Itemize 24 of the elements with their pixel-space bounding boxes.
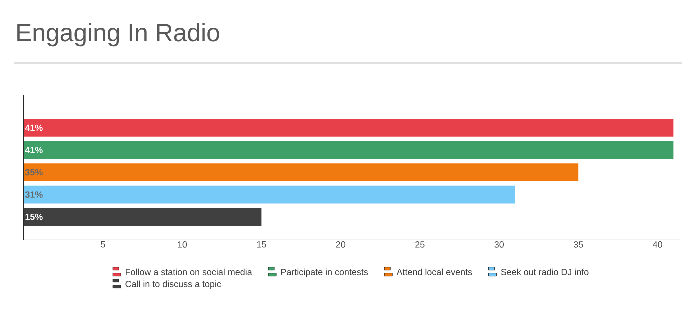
data-label: 31% xyxy=(25,192,43,198)
x-tick-label: 15 xyxy=(257,242,266,248)
data-label: 15% xyxy=(26,214,43,220)
bar xyxy=(24,186,516,204)
x-tick-label: 5 xyxy=(101,242,106,248)
legend-label: Seek out radio DJ info xyxy=(501,268,589,276)
legend-label: Participate in contests xyxy=(281,268,368,278)
data-label: 35% xyxy=(25,169,43,176)
data-label: 41% xyxy=(25,147,43,154)
x-tick-label: 40 xyxy=(653,242,662,248)
x-tick-label: 10 xyxy=(178,242,188,248)
x-tick-label: 35 xyxy=(574,242,584,248)
x-tick-label: 20 xyxy=(336,242,346,248)
x-tick-label: 30 xyxy=(494,242,504,248)
bar xyxy=(24,208,262,226)
legend-label: Follow a station on social media xyxy=(126,268,252,276)
x-tick-label: 25 xyxy=(416,242,425,248)
chart-title: Engaging In Radio xyxy=(18,23,220,47)
legend-label: Call in to discuss a topic xyxy=(126,280,222,290)
legend-label: Attend local events xyxy=(396,268,472,276)
data-label: 41% xyxy=(25,124,43,132)
bar xyxy=(24,141,674,160)
bar xyxy=(24,164,579,182)
bar xyxy=(24,119,674,137)
